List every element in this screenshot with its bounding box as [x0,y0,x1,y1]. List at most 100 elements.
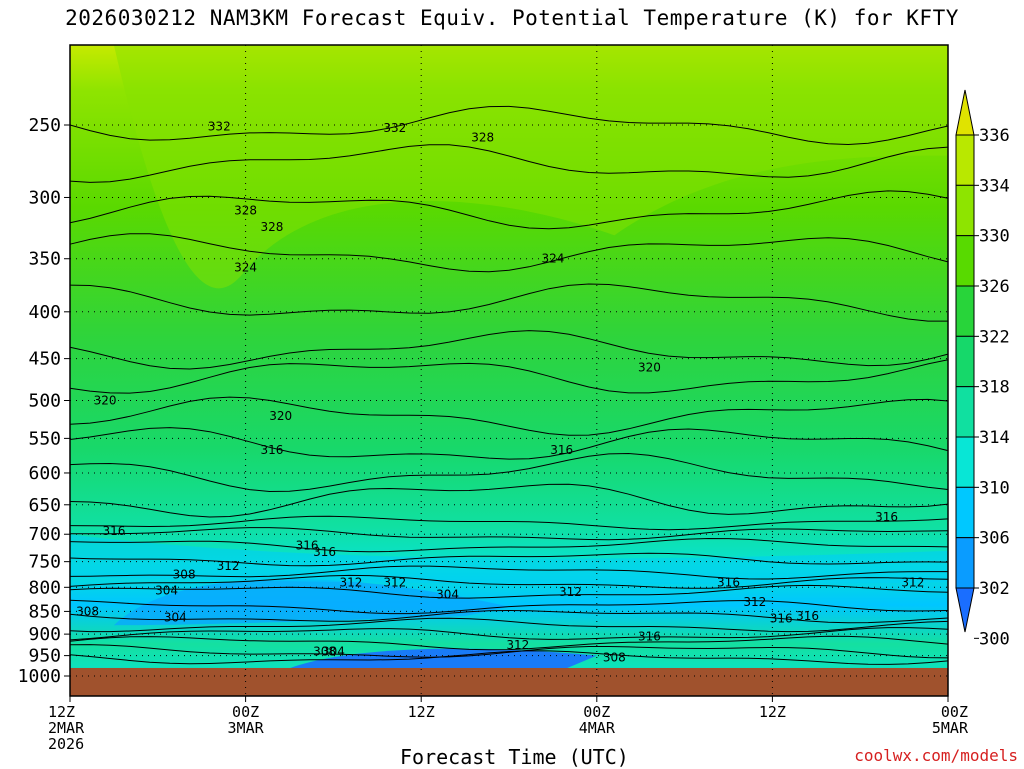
colorbar-segment [955,134,975,186]
colorbar-label: 310 [979,478,1010,498]
colorbar-label: 326 [979,277,1010,297]
y-tick-label: 800 [28,577,61,598]
colorbar-label: 302 [979,579,1010,599]
contour-label: 316 [550,443,573,457]
colorbar-label: 330 [979,227,1010,247]
contour-line [69,233,949,273]
colorbar-segment [955,335,975,388]
x-tick-label: 2MAR [48,719,85,737]
contour-line [69,552,949,567]
x-tick-label: 00Z [232,703,259,721]
y-tick-label: 400 [28,302,61,323]
contour-line [69,190,949,230]
contour-line [69,574,949,589]
contour-line [69,599,949,615]
colorbar-label: 314 [979,428,1010,448]
contour-label: 332 [383,121,406,135]
contour-label: 324 [541,252,564,266]
contour-label: 316 [638,629,661,643]
contour-label: 324 [234,261,257,275]
contour-label: 316 [102,524,125,538]
contour-label: 316 [796,609,819,623]
x-tick-label: 00Z [941,703,968,721]
x-tick-label: 5MAR [932,719,969,737]
contour-line [69,105,949,146]
y-tick-label: 700 [28,524,61,545]
contour-label: 308 [603,651,626,665]
contour-label: 308 [313,644,336,658]
y-tick-label: 600 [28,463,61,484]
colorbar-segment [955,436,975,488]
contour-label: 316 [875,510,898,524]
contour-line [69,644,949,659]
colorbar-label: 336 [979,126,1010,146]
y-tick-label: 950 [28,646,61,667]
contour-label: 316 [717,575,740,589]
contour-label: 316 [313,545,336,559]
colorbar-segment [955,184,975,237]
contour-line [69,627,949,641]
contour-line [69,427,949,460]
x-tick-label: 12Z [408,703,435,721]
contour-line [69,515,949,531]
contour-line [69,359,949,394]
contour-line [69,635,949,651]
contour-line [69,330,949,370]
y-tick-label: 1000 [18,666,61,687]
y-tick-label: 350 [28,249,61,270]
y-tick-label: 650 [28,495,61,516]
colorbar-label: 300 [979,629,1010,649]
y-tick-label: 750 [28,552,61,573]
y-tick-label: 550 [28,428,61,449]
contour-label: 304 [322,644,345,658]
x-tick-label: 4MAR [579,719,616,737]
contour-label: 312 [506,638,529,652]
contour-label: 328 [234,203,257,217]
contour-line [69,452,949,493]
contour-label: 312 [340,575,363,589]
contour-line [69,537,949,553]
colorbar-label: 306 [979,529,1010,549]
contour-line [69,617,949,633]
x-axis-label: Forecast Time (UTC) [400,745,629,769]
contour-line [69,609,949,624]
credit-link[interactable]: coolwx.com/models [854,746,1018,765]
y-tick-label: 500 [28,391,61,412]
colorbar-segment [955,486,975,539]
contour-label: 304 [164,610,187,624]
x-tick-label: 12Z [759,703,786,721]
contour-line [69,584,949,599]
colorbar-segment [955,235,975,287]
contour-label: 328 [471,131,494,145]
y-tick-label: 900 [28,624,61,645]
cyan-band [70,534,948,585]
contour-label: 320 [638,360,661,374]
y-tick-label: 450 [28,349,61,370]
colorbar-top-arrow [955,89,975,136]
contour-label: 316 [296,538,319,552]
contour-label: 308 [76,604,99,618]
chart-title: 2026030212 NAM3KM Forecast Equiv. Potent… [65,6,959,30]
y-tick-label: 250 [28,115,61,136]
contour-line [69,565,948,580]
colorbar-bottom-arrow [955,587,975,633]
contour-line [69,483,949,518]
contour-label: 312 [559,585,582,599]
x-tick-label: 12Z [48,703,75,721]
contour-label: 316 [260,443,283,457]
colorbar-segment [955,386,975,438]
contour-line [70,527,949,541]
contour-label: 320 [269,409,292,423]
x-tick-label: 00Z [583,703,610,721]
colorbar-segment [955,537,975,589]
x-tick-label: 2026 [48,735,84,753]
contour-line [69,396,949,436]
contour-label: 308 [173,568,196,582]
y-tick-label: 850 [28,601,61,622]
contour-line [69,283,948,322]
contour-line [69,650,949,665]
contour-line [69,144,949,183]
contour-label: 312 [383,575,406,589]
contour-label: 328 [260,220,283,234]
